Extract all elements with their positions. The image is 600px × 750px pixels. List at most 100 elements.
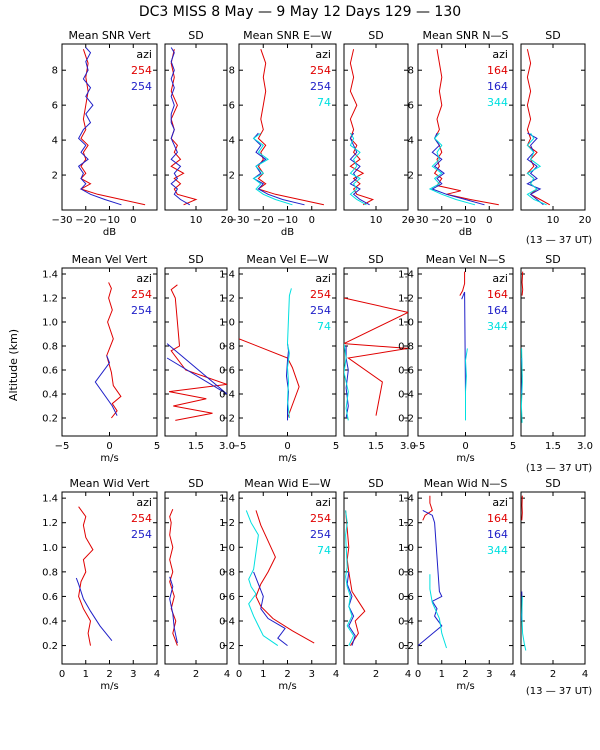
y-axis-label: Altitude (km) [7,329,20,401]
x-tick-label: 4 [405,669,411,680]
y-tick-label: 0.4 [42,390,58,401]
legend-entry: 344 [487,96,508,109]
y-tick-label: 1.2 [219,518,235,529]
x-tick-label: 5 [333,441,339,452]
y-tick-label: 6 [229,101,235,112]
panel-title: Mean Wid N—S [424,477,508,490]
y-tick-label: 2 [408,171,414,182]
panel-title: Mean SNR E—W [243,29,332,42]
series-line-3 [286,288,292,419]
panel-title: SD [188,477,203,490]
panel-title: Mean Wid Vert [70,477,151,490]
x-axis-label: m/s [278,453,296,464]
chart-panel-9: Mean Vel E—W −5 0 5 0.2 0.4 0.6 0.8 1.0 1.2 1.4 m/s… [219,253,339,464]
y-tick-label: 4 [52,136,58,147]
series-line-1 [459,271,466,296]
x-tick-label: 5 [154,441,160,452]
x-tick-label: 1 [439,669,445,680]
series-line-1 [521,271,524,296]
panel-title: Mean Vel Vert [72,253,148,266]
panel-title: Mean SNR Vert [68,29,151,42]
y-tick-label: 0.2 [42,641,58,652]
y-tick-label: 1.0 [398,318,414,329]
x-axis-label: m/s [456,681,474,692]
chart-panel-18: SD 2 4 [520,477,588,680]
series-group [169,509,178,646]
x-tick-label: 3 [309,669,315,680]
y-tick-label: 0.2 [398,414,414,425]
series-line-1 [349,49,375,206]
panel-title: SD [545,29,560,42]
y-tick-label: 1.0 [42,543,58,554]
series-group [94,282,122,419]
x-tick-label: 4 [510,669,516,680]
y-tick-label: 1.4 [219,494,235,505]
x-tick-label: 0 [284,441,290,452]
x-tick-label: −20 [75,215,96,226]
series-line-2 [526,132,544,206]
series-line-3 [344,343,349,421]
x-tick-label: 4 [154,669,160,680]
legend-entry: 254 [131,512,152,525]
chart-panel-15: Mean Wid E—W 0 1 2 3 4 0.2 0.4 0.6 0.8 1.0 1.2 1.4 m/… [219,477,339,692]
series-group [521,495,527,651]
series-line-2 [346,571,356,646]
x-tick-label: 0 [106,441,112,452]
panel-title: SD [188,29,203,42]
x-tick-label: −10 [455,215,476,226]
series-group [166,284,227,421]
panel-title: SD [368,253,383,266]
y-tick-label: 0.4 [219,390,235,401]
y-tick-label: 4 [408,136,414,147]
x-tick-label: −5 [232,441,247,452]
chart-panel-12: SD 1.5 3.0 [520,253,593,452]
legend-entry: 164 [487,304,508,317]
y-tick-label: 0.4 [398,617,414,628]
series-line-3 [521,348,523,423]
legend-entry: 254 [310,80,331,93]
x-tick-label: 0 [130,215,136,226]
y-tick-label: 1.2 [219,294,235,305]
series-group [344,297,408,421]
series-group [526,49,551,206]
legend-entry: 254 [310,288,331,301]
plot-frame [164,267,228,437]
legend-entry: 254 [310,64,331,77]
x-axis-label: m/s [456,453,474,464]
x-tick-label: −20 [431,215,452,226]
series-line-3 [345,510,355,646]
y-tick-label: 0.6 [398,366,414,377]
x-axis-label: m/s [100,453,118,464]
x-tick-label: 0 [415,669,421,680]
series-line-1 [78,506,94,646]
chart-panel-10: SD 1.5 3.0 [343,253,416,452]
panel-title: SD [545,477,560,490]
y-tick-label: 1.4 [219,270,235,281]
time-note-row3: (13 — 37 UT) [526,686,592,697]
x-tick-label: 2 [373,669,379,680]
series-line-2 [75,577,113,642]
legend-entry: 164 [487,64,508,77]
series-group [245,510,315,647]
series-line-2 [166,343,227,395]
chart-panel-1: Mean SNR Vert −30 −20 −10 0 2 4 6 8 dB azi 254 254 [51,29,158,238]
series-line-2 [169,576,178,644]
plot-frame [520,491,586,665]
x-tick-label: 2 [462,669,468,680]
x-tick-label: −5 [55,441,70,452]
y-tick-label: 1.0 [219,543,235,554]
x-tick-label: 1.5 [188,441,204,452]
x-axis-label: dB [281,227,294,238]
x-tick-label: 4 [224,669,230,680]
series-line-3 [464,348,468,421]
series-line-3 [349,132,367,206]
series-line-3 [428,132,476,206]
series-group [428,49,499,206]
y-tick-label: 0.6 [42,366,58,377]
panel-title: SD [188,253,203,266]
plot-frame [520,267,586,437]
chart-panel-4: SD 10 20 [343,29,414,226]
series-line-2 [252,132,305,206]
y-tick-label: 0.2 [219,641,235,652]
